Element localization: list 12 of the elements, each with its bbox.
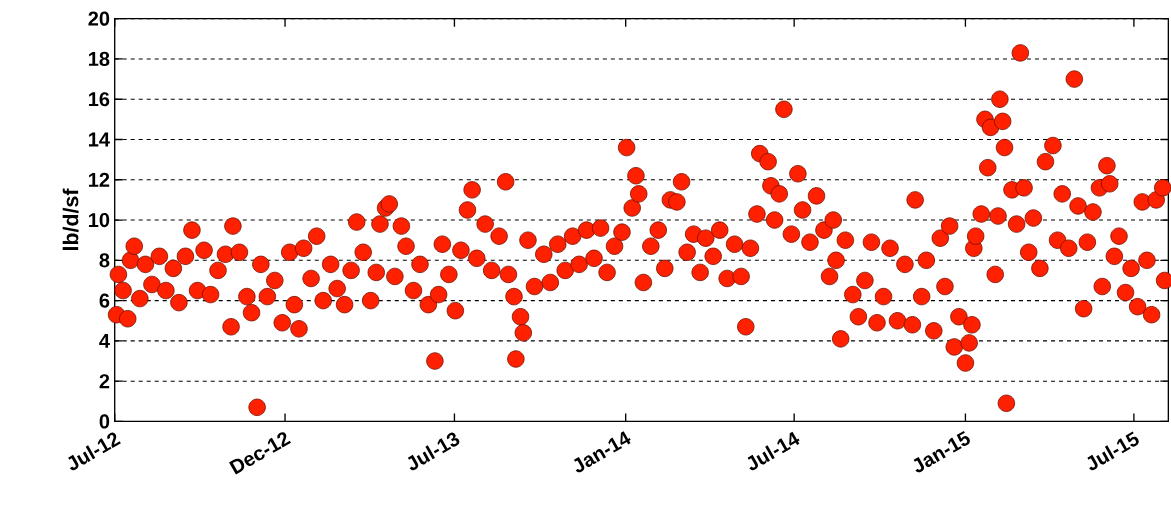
y-tick-label: 0 [99, 414, 110, 429]
y-tick-label: 16 [89, 91, 110, 107]
y-tick-label: 10 [89, 212, 110, 227]
y-tick-label: 4 [99, 333, 110, 348]
y-tick-label: 12 [89, 172, 110, 187]
y-tick-label: 20 [88, 11, 110, 26]
y-tick-label: 8 [99, 253, 110, 268]
y-tick-label: 14 [89, 132, 110, 147]
y-tick-label: 6 [99, 293, 110, 308]
y-axis-title: lb/d/sf [62, 188, 79, 250]
y-tick-label: 18 [89, 51, 110, 66]
y-tick-label: 2 [99, 373, 110, 388]
